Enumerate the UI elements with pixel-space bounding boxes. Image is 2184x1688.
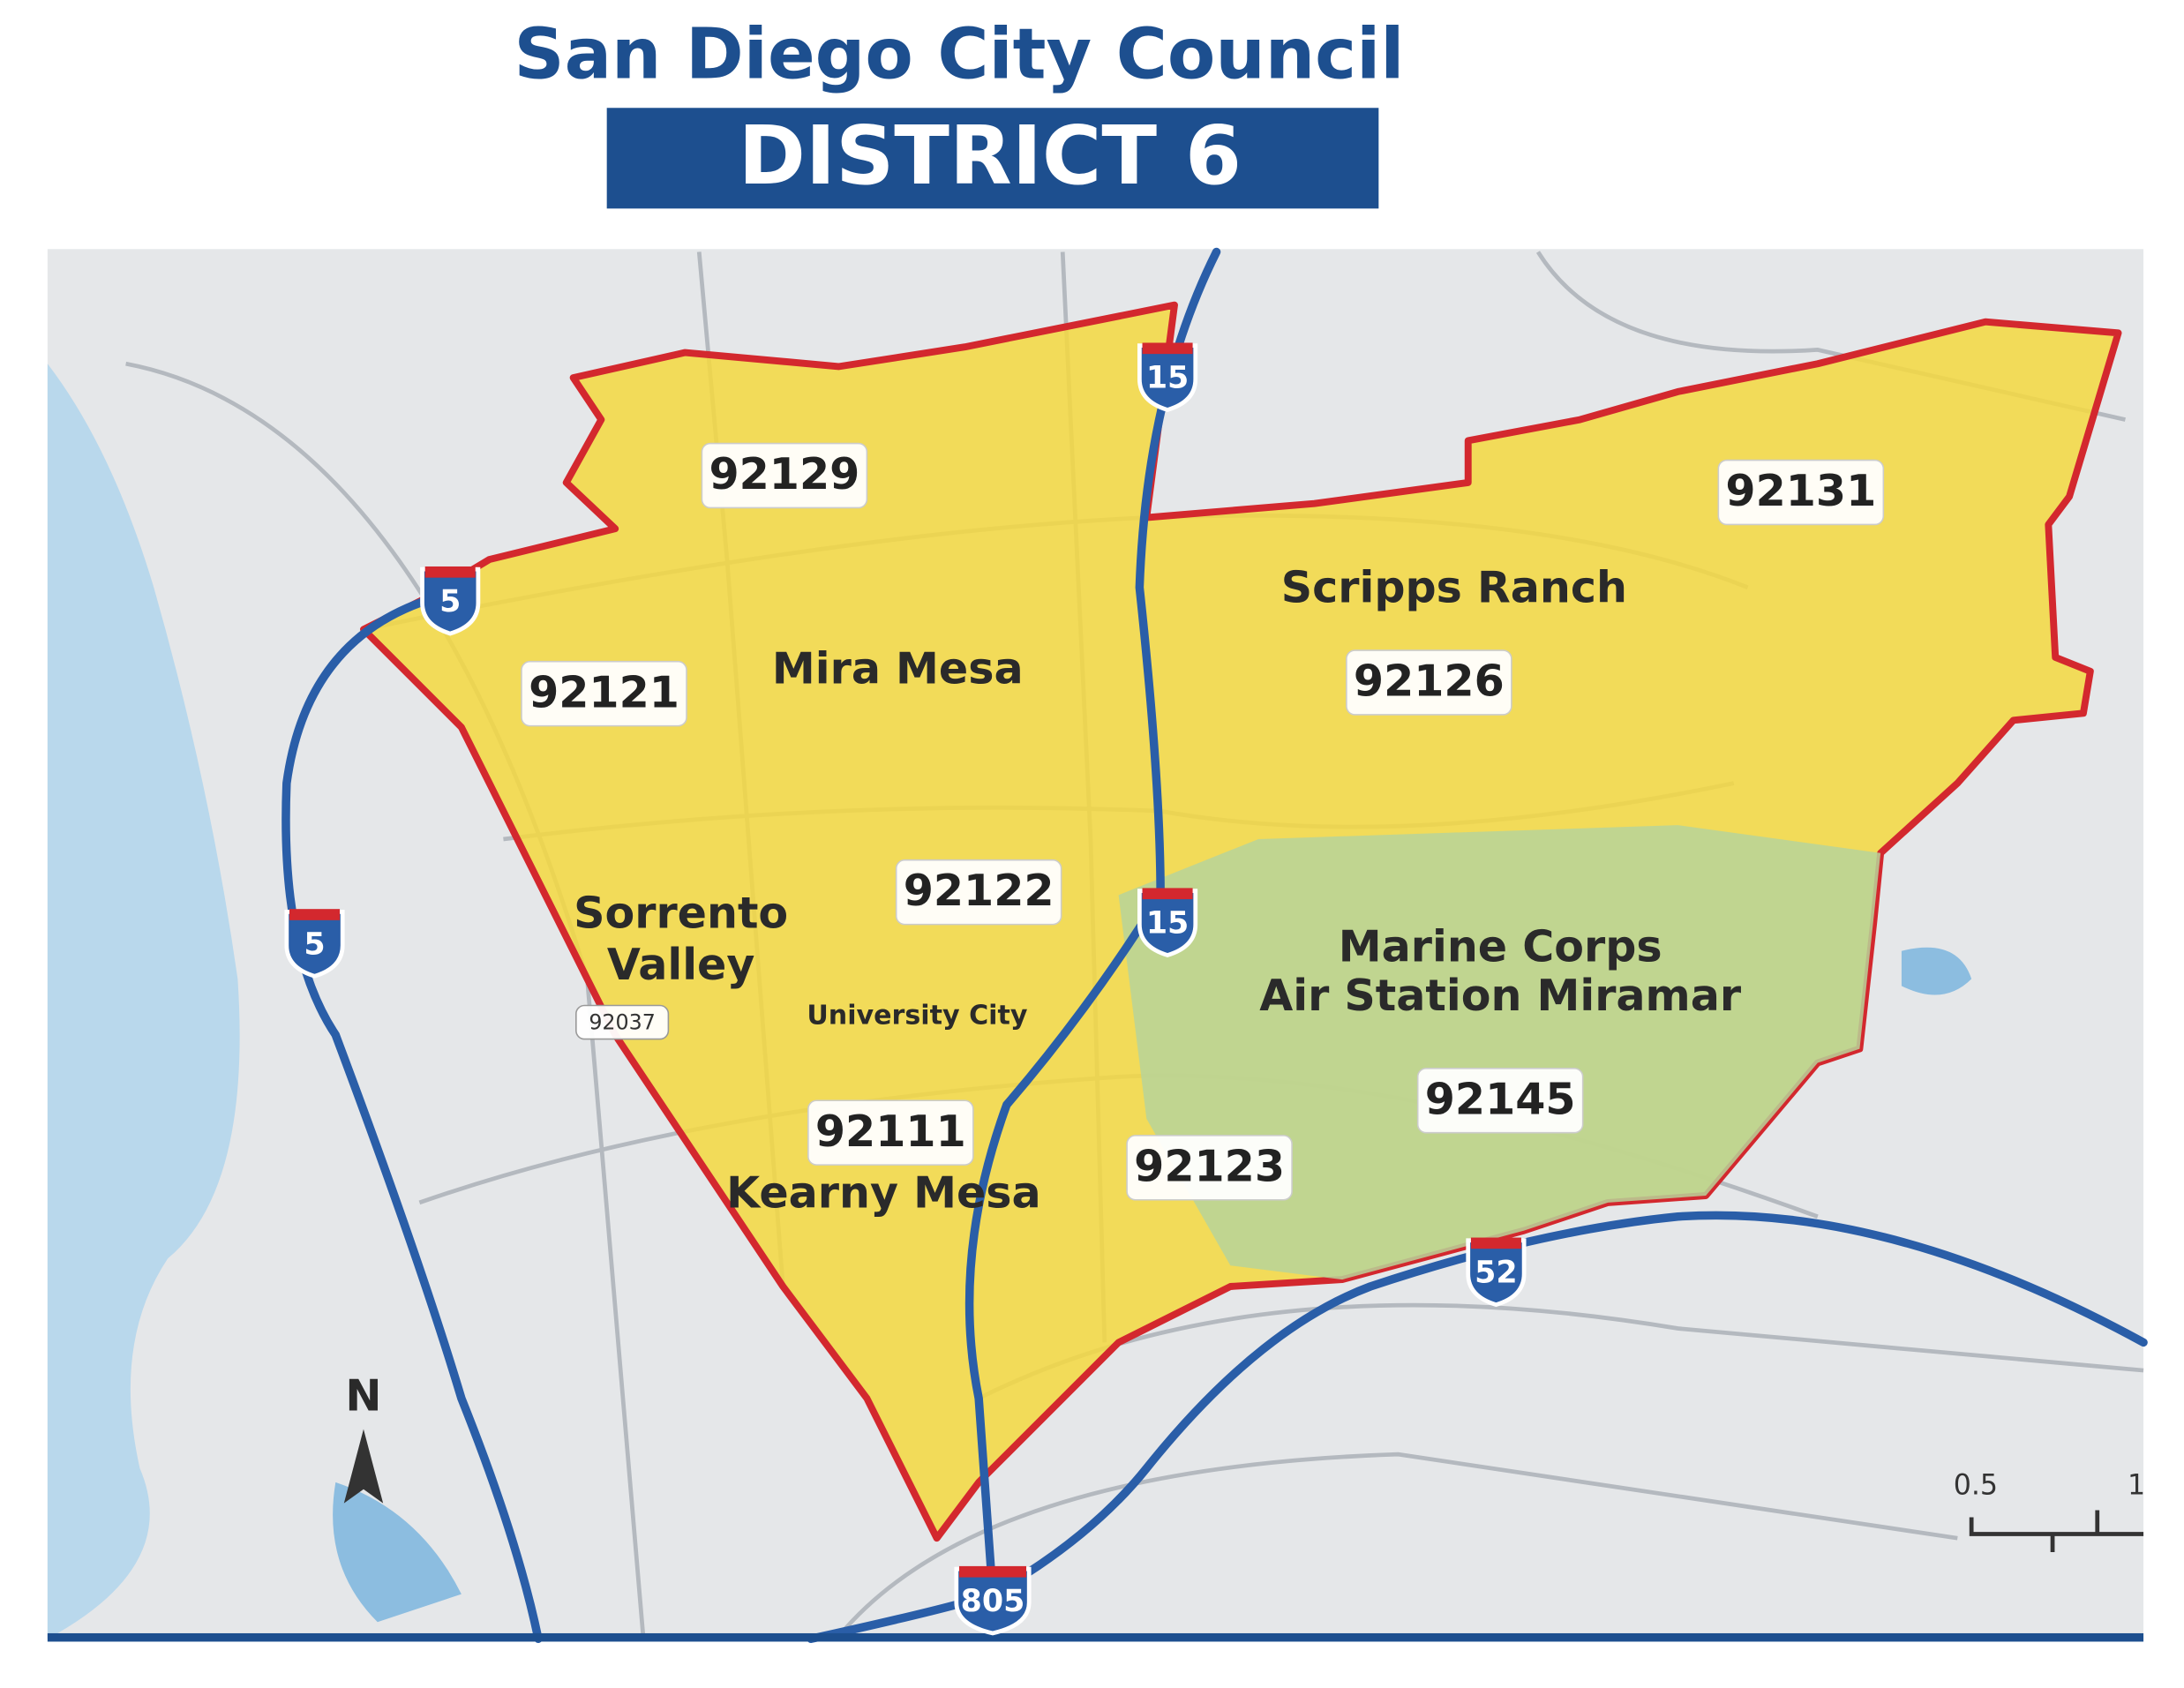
zip-label-box xyxy=(1126,1135,1293,1201)
shield-top xyxy=(1142,342,1193,355)
scale-label: 0.5 xyxy=(1954,1470,1998,1502)
compass-arrow xyxy=(343,1429,384,1504)
miramar-area xyxy=(1118,825,1881,1280)
zip-label-box xyxy=(807,1099,974,1166)
shield-top xyxy=(1470,1237,1521,1249)
highway-shield xyxy=(954,1566,1032,1636)
zip-label-box xyxy=(521,660,687,727)
zip-label-box xyxy=(1346,649,1512,716)
highway-shield xyxy=(284,909,345,979)
neighborhood-label: Valley xyxy=(607,939,754,990)
zip-label: 92145 xyxy=(1425,1073,1576,1124)
bottom-rule xyxy=(47,1632,2144,1642)
highway-shield xyxy=(1466,1238,1527,1308)
scale-bar xyxy=(1969,1510,2144,1553)
neighborhood-label: Scripps Ranch xyxy=(1281,561,1627,612)
shield-top xyxy=(1142,888,1193,900)
zip-label-box xyxy=(575,1004,670,1040)
map-subtitle: DISTRICT 6 xyxy=(739,109,1242,203)
highway-shield xyxy=(420,566,481,636)
zip-label: 92122 xyxy=(904,865,1054,916)
lake xyxy=(1901,947,1972,995)
neighborhood-label: Air Station Miramar xyxy=(1259,970,1742,1021)
neighborhood-label: Marine Corps xyxy=(1339,921,1662,972)
highway-number: 5 xyxy=(439,584,461,619)
ocean xyxy=(47,249,240,1639)
zip-label: 92131 xyxy=(1725,465,1876,516)
subtitle-banner xyxy=(606,108,1379,209)
zip-label: 92129 xyxy=(709,448,859,499)
map-title: San Diego City Council xyxy=(514,12,1405,94)
neighborhood-label: Mira Mesa xyxy=(772,642,1024,694)
compass-letter: N xyxy=(345,1369,381,1421)
zip-label-box xyxy=(1416,1068,1584,1134)
neighborhood-label: Kearny Mesa xyxy=(726,1167,1040,1219)
highway-shield xyxy=(1137,889,1198,957)
highway-number: 15 xyxy=(1146,361,1190,396)
highway-number: 5 xyxy=(304,927,325,962)
shield-top xyxy=(289,909,341,920)
zip-label-box xyxy=(1717,459,1885,526)
zip-label: 92123 xyxy=(1134,1140,1285,1191)
neighborhood-label: University City xyxy=(807,1001,1028,1032)
highway-number: 805 xyxy=(961,1584,1025,1619)
zip-label-box xyxy=(701,442,868,509)
neighborhood-label: Sorrento xyxy=(574,888,788,939)
highway-shield xyxy=(1137,343,1198,412)
zip-label: 92111 xyxy=(815,1106,966,1157)
zip-label-box xyxy=(895,859,1062,926)
zip-label: 92126 xyxy=(1354,656,1505,707)
scale-label: 1 xyxy=(2128,1470,2145,1502)
highway-number: 52 xyxy=(1475,1256,1518,1291)
shield-top xyxy=(424,566,476,578)
shield-top xyxy=(958,1565,1027,1578)
bay xyxy=(333,1482,462,1623)
highway-number: 15 xyxy=(1146,906,1190,942)
zip-label: 92037 xyxy=(589,1010,656,1035)
zip-label: 92121 xyxy=(529,666,679,717)
